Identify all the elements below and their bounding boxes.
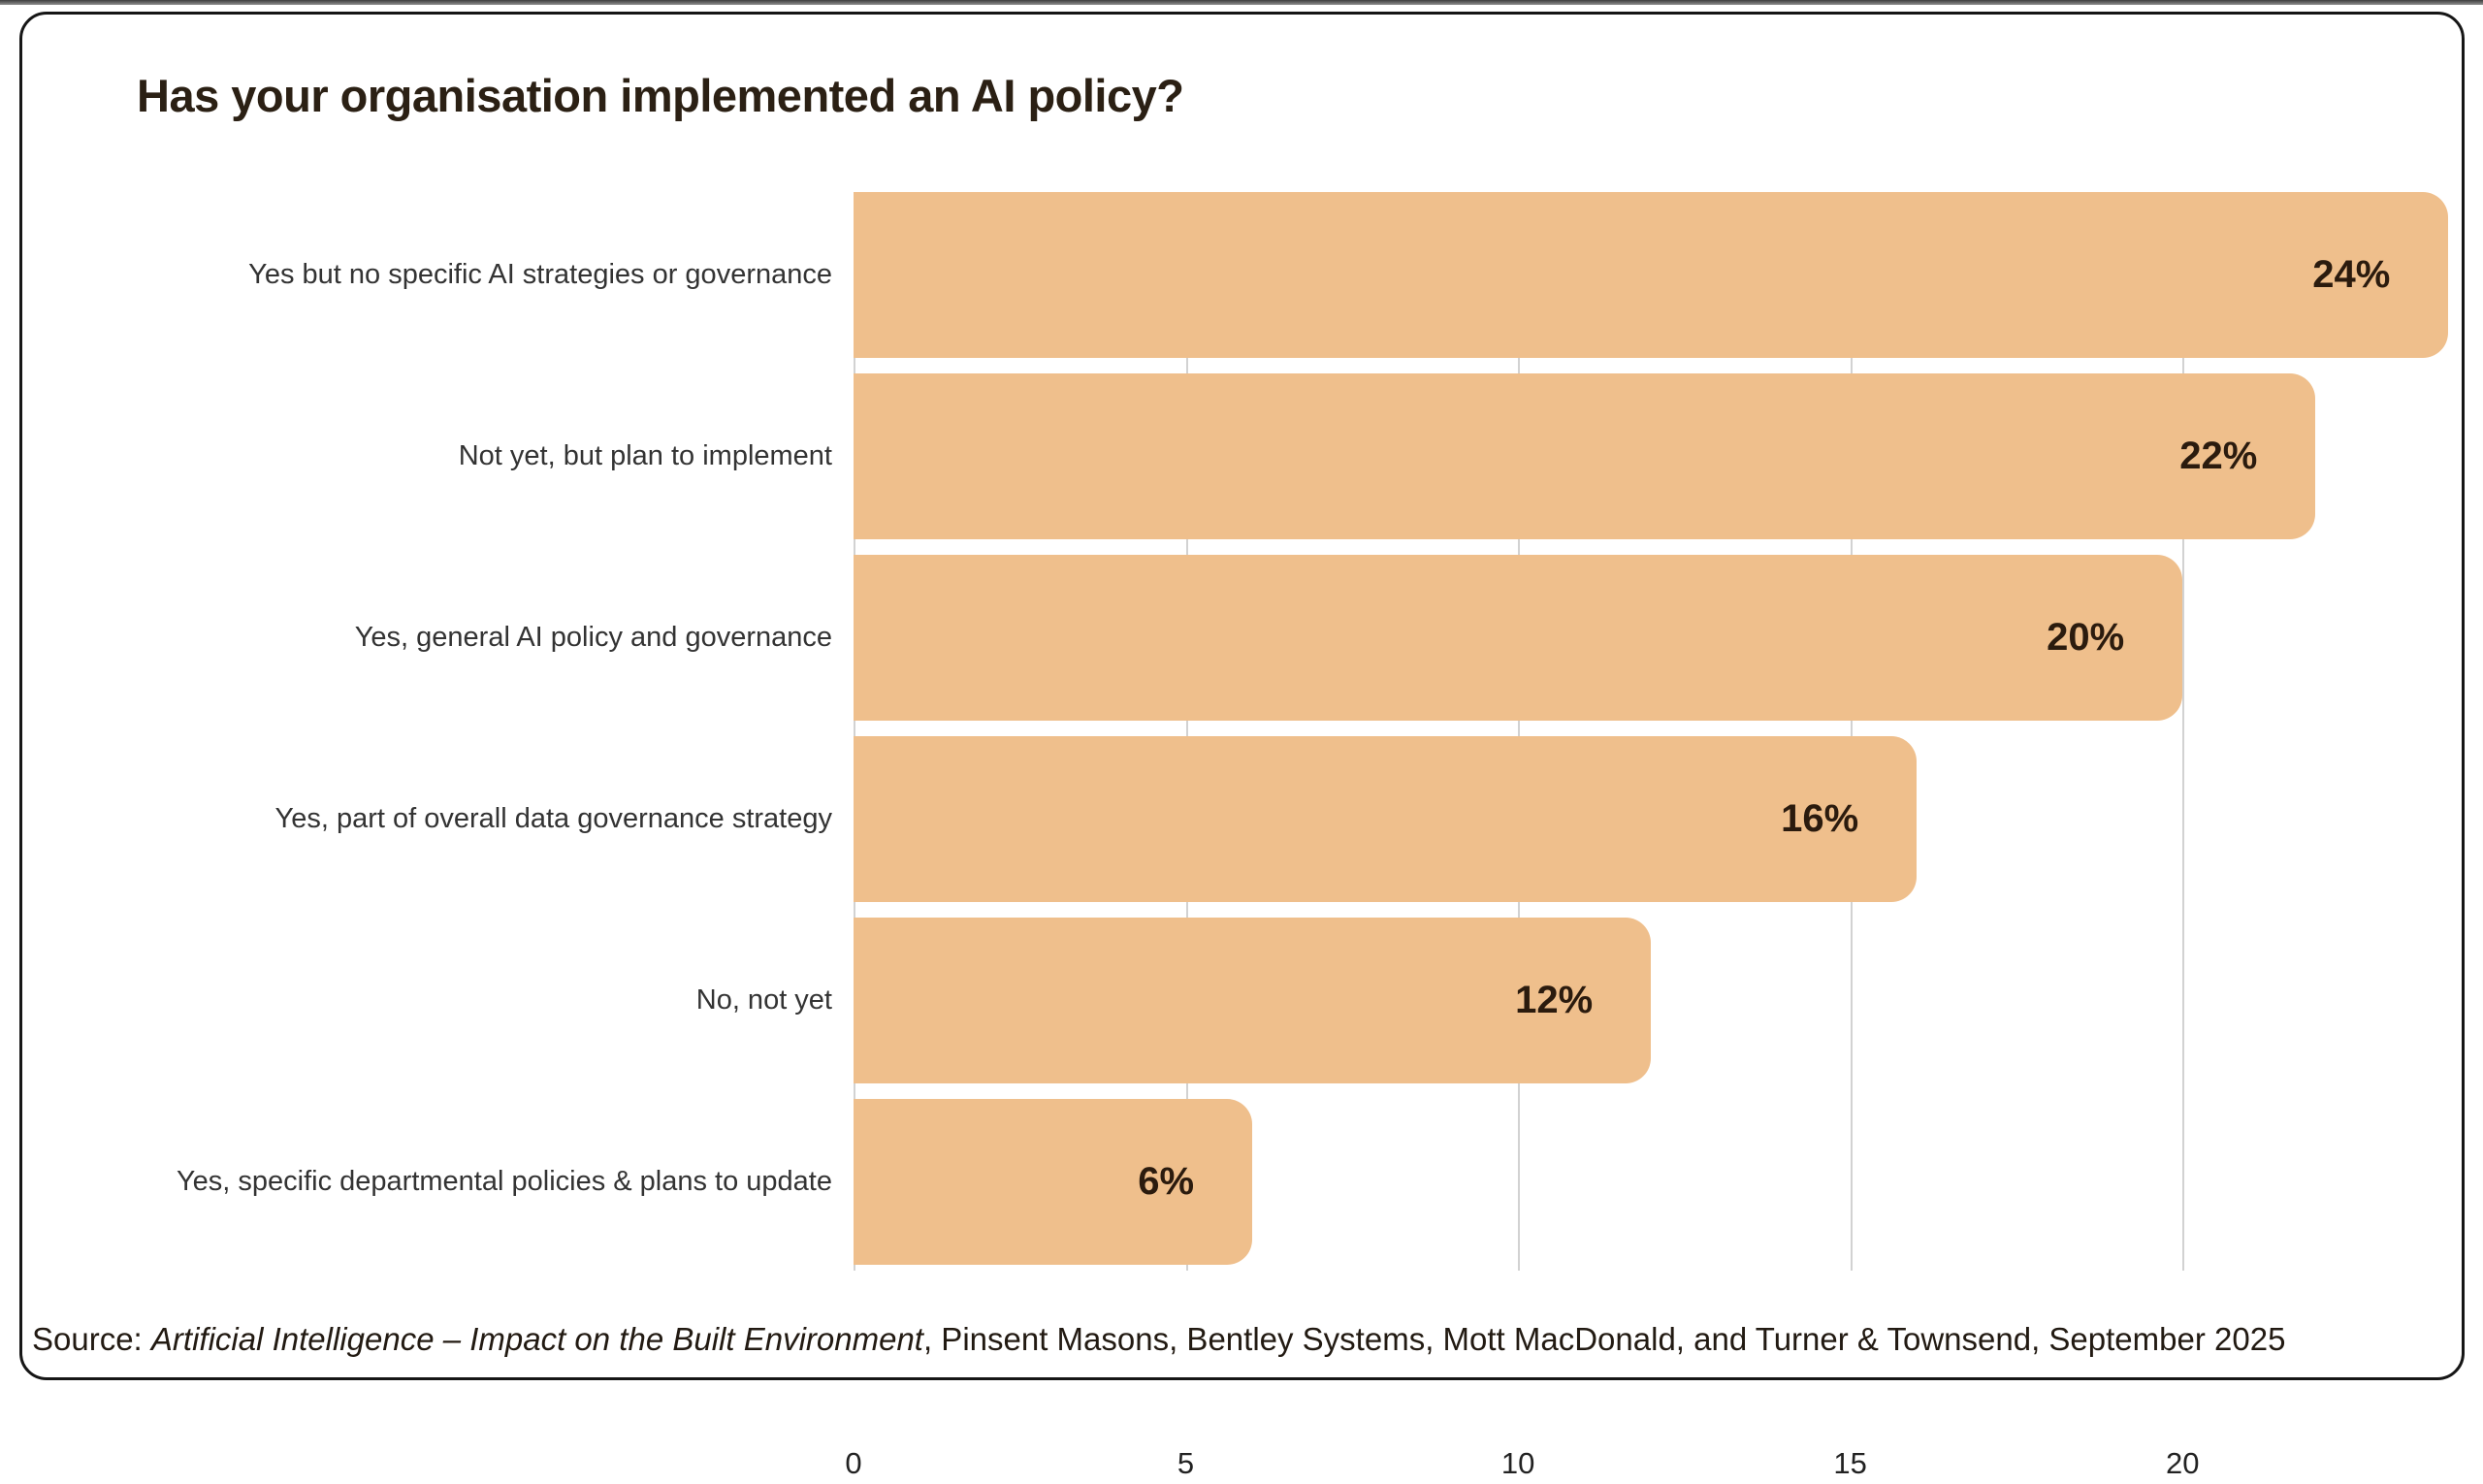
bar-20pct: 20%: [854, 555, 2183, 721]
category-label: Yes but no specific AI strategies or gov…: [248, 259, 832, 290]
gridline-10: [1518, 192, 1521, 1271]
bar-value-label: 20%: [2047, 616, 2125, 659]
bar-rows: Yes but no specific AI strategies or gov…: [22, 192, 2462, 1265]
gridline-15: [1850, 192, 1853, 1271]
x-axis: 0 5 10 15 20: [845, 1443, 2462, 1484]
bar-track: 16%: [854, 736, 2462, 902]
chart-figure: Has your organisation implemented an AI …: [19, 12, 2465, 1480]
category-label: Yes, specific departmental policies & pl…: [176, 1166, 832, 1197]
bar-row: Yes, general AI policy and governance 20%: [22, 555, 2462, 721]
bar-16pct: 16%: [854, 736, 1918, 902]
bar-24pct: 24%: [854, 192, 2449, 358]
x-tick-label-15: 15: [1833, 1446, 1867, 1480]
plot-area: Yes but no specific AI strategies or gov…: [22, 192, 2462, 1480]
bar-track: 6%: [854, 1099, 2462, 1265]
gridline-layer: [854, 192, 2462, 1271]
source-prefix: Source:: [32, 1321, 151, 1357]
window-top-edge: [0, 0, 2483, 5]
bar-value-label: 24%: [2312, 253, 2391, 296]
chart-title: Has your organisation implemented an AI …: [137, 70, 1184, 121]
bar-track: 22%: [854, 373, 2462, 539]
bar-track: 24%: [854, 192, 2462, 358]
source-report-title: Artificial Intelligence – Impact on the …: [150, 1321, 923, 1357]
bar-value-label: 16%: [1781, 797, 1859, 840]
x-tick-label-10: 10: [1500, 1446, 1535, 1480]
bar-6pct: 6%: [854, 1099, 1253, 1265]
category-label: Not yet, but plan to implement: [458, 440, 832, 471]
category-label: No, not yet: [695, 984, 832, 1016]
bar-row: Yes but no specific AI strategies or gov…: [22, 192, 2462, 358]
bar-value-label: 6%: [1138, 1160, 1195, 1203]
source-suffix: , Pinsent Masons, Bentley Systems, Mott …: [922, 1321, 2286, 1357]
bar-12pct: 12%: [854, 918, 1652, 1083]
bar-row: Yes, specific departmental policies & pl…: [22, 1099, 2462, 1265]
source-text: Source: Artificial Intelligence – Impact…: [32, 1321, 2453, 1358]
bar-row: Not yet, but plan to implement 22%: [22, 373, 2462, 539]
bar-value-label: 12%: [1515, 979, 1594, 1021]
bar-row: No, not yet 12%: [22, 918, 2462, 1083]
bar-value-label: 22%: [2179, 435, 2258, 477]
category-label: Yes, part of overall data governance str…: [274, 803, 832, 834]
bar-track: 12%: [854, 918, 2462, 1083]
category-label: Yes, general AI policy and governance: [354, 622, 832, 653]
x-tick-label-5: 5: [1177, 1446, 1195, 1480]
gridline-20: [2182, 192, 2185, 1271]
bar-track: 20%: [854, 555, 2462, 721]
bar-22pct: 22%: [854, 373, 2316, 539]
x-tick-label-0: 0: [845, 1446, 862, 1480]
gridline-0: [854, 192, 855, 1271]
bar-row: Yes, part of overall data governance str…: [22, 736, 2462, 902]
x-tick-label-20: 20: [2165, 1446, 2200, 1480]
gridline-5: [1185, 192, 1188, 1271]
